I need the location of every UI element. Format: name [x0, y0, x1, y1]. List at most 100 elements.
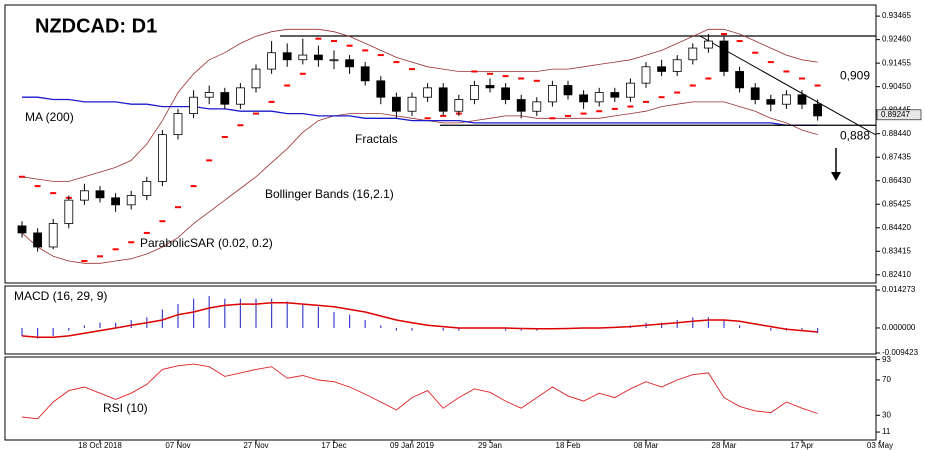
y-tick-label: 0.82410: [882, 270, 911, 279]
x-tick-label: 03 May: [867, 441, 893, 450]
candle-body: [95, 190, 105, 199]
y-tick-label: 93: [882, 355, 891, 364]
bollinger-lower: [21, 101, 818, 264]
sar-dot: [34, 185, 41, 188]
x-tick-label: 27 Nov: [243, 441, 268, 450]
arrow-head: [831, 172, 841, 181]
sar-dot: [471, 70, 478, 73]
y-tick-label: 0.88440: [882, 129, 911, 138]
bollinger-upper: [21, 28, 818, 182]
candle-body: [17, 225, 27, 234]
sar-dot: [143, 231, 150, 234]
candle-body: [485, 85, 495, 89]
sar-dot: [268, 100, 275, 103]
sar-dot: [533, 79, 540, 82]
sar-dot: [658, 96, 665, 99]
candle-body: [641, 66, 651, 84]
macd-signal: [21, 301, 818, 339]
sar-dot: [549, 117, 556, 120]
candle-body: [672, 59, 682, 72]
sar-dot: [315, 37, 322, 40]
candle-body: [501, 87, 511, 100]
rsi-line: [21, 363, 818, 420]
y-tick-label: 0.84420: [882, 223, 911, 232]
rsi-pane: [4, 356, 877, 441]
sar-dot: [783, 70, 790, 73]
last-price: 0.89247: [881, 110, 910, 119]
candle-body: [407, 96, 417, 112]
sar-dot: [112, 248, 119, 251]
candle-body: [688, 47, 698, 61]
candle-body: [657, 66, 666, 72]
candle-body: [157, 134, 167, 182]
overlay-label: ParabolicSAR (0.02, 0.2): [140, 236, 273, 250]
y-tick-label: 70: [882, 375, 891, 384]
x-tick-label: 09 Jan 2019: [390, 441, 435, 450]
sar-dot: [580, 112, 587, 115]
candle-body: [548, 85, 557, 103]
candle-body: [782, 94, 791, 105]
y-tick-label: 0.93465: [882, 11, 911, 20]
candle-body: [204, 92, 214, 98]
sar-dot: [159, 220, 166, 223]
sar-dot: [128, 241, 135, 244]
sar-dot: [736, 40, 743, 43]
candle-body: [64, 199, 74, 224]
y-tick-label: 0.87435: [882, 152, 911, 161]
candle-body: [235, 87, 245, 105]
sar-dot: [362, 49, 369, 52]
sar-dot: [237, 124, 244, 127]
candle-body: [142, 181, 152, 196]
candle-body: [532, 101, 542, 112]
macd-pane: [4, 285, 877, 355]
sar-dot: [299, 72, 306, 75]
candle-body: [80, 190, 89, 201]
candle-body: [298, 54, 308, 61]
overlay-label: Bollinger Bands (16,2.1): [265, 187, 394, 201]
x-tick-label: 28 Mar: [712, 441, 737, 450]
candle-body: [189, 96, 199, 114]
candle-body: [766, 99, 776, 105]
candle-body: [391, 96, 401, 112]
sar-dot: [705, 77, 712, 80]
main-pane: [4, 4, 877, 284]
level-label: 0,909: [840, 68, 870, 82]
y-tick-label: 0.83415: [882, 246, 911, 255]
candle-body: [797, 94, 807, 105]
sar-dot: [253, 112, 259, 115]
candle-body: [563, 85, 573, 96]
sar-dot: [611, 107, 618, 110]
y-tick-label: -0.009423: [882, 348, 919, 357]
sar-dot: [190, 185, 197, 188]
candle-body: [610, 92, 620, 98]
x-tick-label: 29 Jan: [478, 441, 502, 450]
candle-body: [345, 59, 355, 68]
sar-dot: [424, 117, 431, 120]
sar-dot: [565, 114, 571, 117]
rsi-title: RSI (10): [103, 401, 148, 415]
sar-dot: [502, 75, 509, 78]
candle-body: [126, 195, 136, 206]
candle-body: [579, 94, 588, 103]
sar-dot: [409, 68, 415, 71]
sar-dot: [346, 44, 353, 47]
candle-body: [469, 85, 479, 100]
sar-dot: [284, 84, 291, 87]
sar-dot: [331, 40, 337, 43]
candle-body: [438, 87, 448, 112]
sar-dot: [814, 84, 821, 87]
sar-dot: [81, 260, 88, 263]
sar-dot: [487, 72, 493, 75]
candle-body: [220, 92, 230, 105]
candle-body: [173, 113, 183, 136]
level-label: 0,888: [840, 128, 870, 142]
candle-body: [111, 197, 120, 206]
x-tick-label: 17 Dec: [321, 441, 346, 450]
sar-dot: [674, 91, 681, 94]
sar-dot: [393, 61, 400, 64]
candle-body: [750, 87, 760, 100]
candle-body: [360, 66, 370, 82]
candle-body: [704, 40, 713, 49]
